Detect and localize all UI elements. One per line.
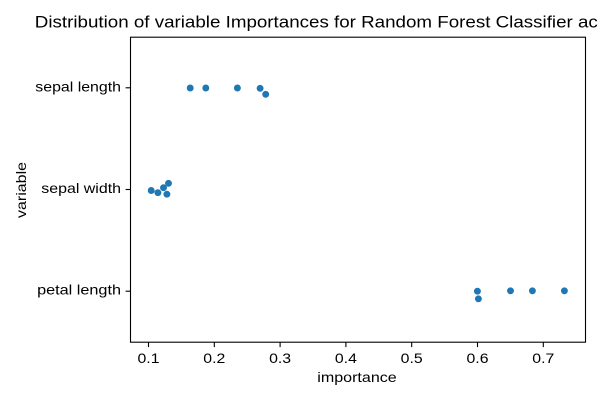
- svg-text:0.3: 0.3: [269, 350, 291, 366]
- svg-text:0.2: 0.2: [203, 350, 225, 366]
- svg-text:petal length: petal length: [37, 282, 121, 298]
- svg-text:0.5: 0.5: [401, 350, 423, 366]
- svg-text:0.1: 0.1: [138, 350, 160, 366]
- svg-text:sepal width: sepal width: [41, 180, 121, 196]
- svg-text:importance: importance: [317, 369, 397, 385]
- svg-text:0.4: 0.4: [335, 350, 357, 366]
- svg-text:0.6: 0.6: [467, 350, 489, 366]
- svg-text:0.7: 0.7: [532, 350, 554, 366]
- svg-text:variable: variable: [13, 162, 29, 218]
- svg-text:Distribution of variable Impor: Distribution of variable Importances for…: [35, 12, 598, 31]
- svg-text:sepal length: sepal length: [35, 78, 121, 94]
